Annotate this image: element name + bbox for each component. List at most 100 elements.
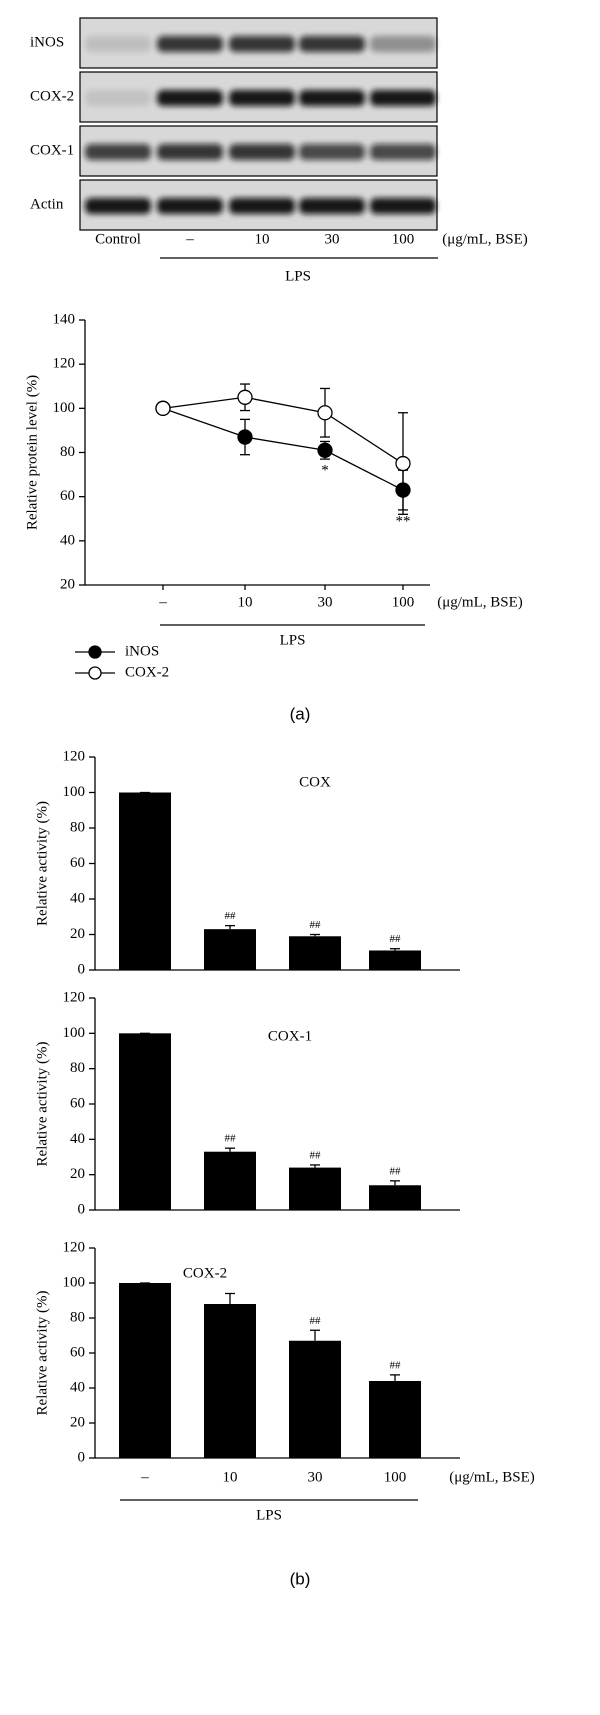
y-tick-label: 80 bbox=[70, 819, 85, 835]
x-axis-label: (μg/mL, BSE) bbox=[449, 1469, 535, 1485]
blot-row-label: iNOS bbox=[30, 34, 64, 50]
lane-label: 10 bbox=[255, 231, 270, 247]
bar bbox=[119, 1283, 171, 1458]
x-tick-label: – bbox=[140, 1469, 149, 1485]
lane-label: 30 bbox=[325, 231, 340, 247]
y-tick-label: 120 bbox=[63, 1239, 86, 1255]
blot-band bbox=[370, 198, 436, 214]
marker bbox=[317, 405, 333, 421]
blot-band bbox=[85, 198, 151, 214]
y-tick-label: 20 bbox=[70, 926, 85, 942]
y-tick-label: 120 bbox=[63, 989, 86, 1005]
blot-band bbox=[299, 144, 365, 160]
blot-band bbox=[229, 36, 295, 52]
y-tick-label: 40 bbox=[60, 532, 75, 548]
blot-row-label: COX-2 bbox=[30, 88, 74, 104]
y-tick-label: 80 bbox=[60, 444, 75, 460]
y-tick-label: 40 bbox=[70, 1131, 85, 1147]
blot-row-label: Actin bbox=[30, 196, 64, 212]
y-tick-label: 80 bbox=[70, 1060, 85, 1076]
y-tick-label: 100 bbox=[63, 1274, 86, 1290]
y-tick-label: 120 bbox=[63, 748, 86, 764]
blot-band bbox=[370, 90, 436, 106]
x-tick-label: 10 bbox=[223, 1469, 238, 1485]
y-tick-label: 60 bbox=[60, 488, 75, 504]
unit-label: (μg/mL, BSE) bbox=[442, 231, 528, 247]
marker bbox=[237, 429, 253, 445]
blot-band bbox=[299, 198, 365, 214]
blot-band bbox=[229, 198, 295, 214]
y-tick-label: 60 bbox=[70, 855, 85, 871]
annotation: ** bbox=[396, 513, 411, 529]
y-axis-label: Relative protein level (%) bbox=[24, 375, 40, 530]
blot-band bbox=[157, 36, 223, 52]
annotation: ## bbox=[390, 1359, 402, 1371]
y-tick-label: 80 bbox=[70, 1309, 85, 1325]
blot-band bbox=[85, 36, 151, 52]
chart-title: COX bbox=[299, 774, 331, 790]
bar bbox=[204, 929, 256, 970]
marker bbox=[395, 455, 411, 472]
annotation: ## bbox=[310, 1315, 322, 1327]
y-tick-label: 20 bbox=[60, 576, 75, 592]
y-tick-label: 60 bbox=[70, 1344, 85, 1360]
y-tick-label: 100 bbox=[63, 1025, 86, 1041]
bar bbox=[369, 950, 421, 970]
chart-title: COX-1 bbox=[268, 1028, 312, 1044]
blot-band bbox=[299, 36, 365, 52]
panel-label: (a) bbox=[290, 704, 311, 723]
blot-band bbox=[229, 144, 295, 160]
x-tick-label: 30 bbox=[308, 1469, 323, 1485]
y-axis-label: Relative activity (%) bbox=[34, 1291, 50, 1416]
panel-label: (b) bbox=[290, 1569, 311, 1588]
series-line bbox=[162, 396, 404, 465]
x-tick-label: 30 bbox=[318, 594, 333, 610]
lane-label: Control bbox=[95, 231, 141, 247]
legend-label: COX-2 bbox=[125, 664, 169, 680]
marker bbox=[155, 400, 171, 416]
y-axis-label: Relative activity (%) bbox=[34, 801, 50, 926]
y-tick-label: 140 bbox=[53, 311, 76, 327]
blot-band bbox=[157, 90, 223, 106]
y-tick-label: 100 bbox=[63, 784, 86, 800]
bar bbox=[119, 1033, 171, 1210]
y-tick-label: 40 bbox=[70, 1379, 85, 1395]
annotation: ## bbox=[225, 910, 237, 922]
x-tick-label: 100 bbox=[384, 1469, 407, 1485]
y-tick-label: 0 bbox=[78, 961, 86, 977]
bar bbox=[369, 1185, 421, 1210]
blot-band bbox=[157, 144, 223, 160]
marker bbox=[237, 389, 253, 405]
group-label: LPS bbox=[285, 268, 311, 284]
y-tick-label: 20 bbox=[70, 1166, 85, 1182]
annotation: * bbox=[321, 463, 329, 479]
bar bbox=[204, 1151, 256, 1210]
bar bbox=[204, 1304, 256, 1458]
annotation: ## bbox=[390, 933, 402, 945]
chart-title: COX-2 bbox=[183, 1265, 227, 1281]
x-tick-label: 10 bbox=[238, 594, 253, 610]
blot-band bbox=[370, 144, 436, 160]
series-line bbox=[162, 407, 404, 491]
y-tick-label: 120 bbox=[53, 356, 76, 372]
y-tick-label: 20 bbox=[70, 1414, 85, 1430]
bar bbox=[119, 792, 171, 970]
bar bbox=[289, 936, 341, 970]
x-tick-label: – bbox=[158, 594, 167, 610]
x-axis-label: (μg/mL, BSE) bbox=[437, 594, 523, 610]
lane-label: 100 bbox=[392, 231, 415, 247]
legend-marker bbox=[88, 666, 102, 680]
blot-band bbox=[299, 90, 365, 106]
legend-marker bbox=[88, 645, 102, 659]
annotation: ## bbox=[225, 1133, 237, 1145]
y-tick-label: 0 bbox=[78, 1449, 86, 1465]
annotation: ## bbox=[310, 919, 322, 931]
marker bbox=[317, 442, 333, 458]
lane-label: – bbox=[185, 231, 194, 247]
annotation: ## bbox=[310, 1149, 322, 1161]
bar bbox=[369, 1381, 421, 1458]
y-tick-label: 0 bbox=[78, 1201, 86, 1217]
y-tick-label: 100 bbox=[53, 400, 76, 416]
blot-band bbox=[229, 90, 295, 106]
bar bbox=[289, 1340, 341, 1458]
